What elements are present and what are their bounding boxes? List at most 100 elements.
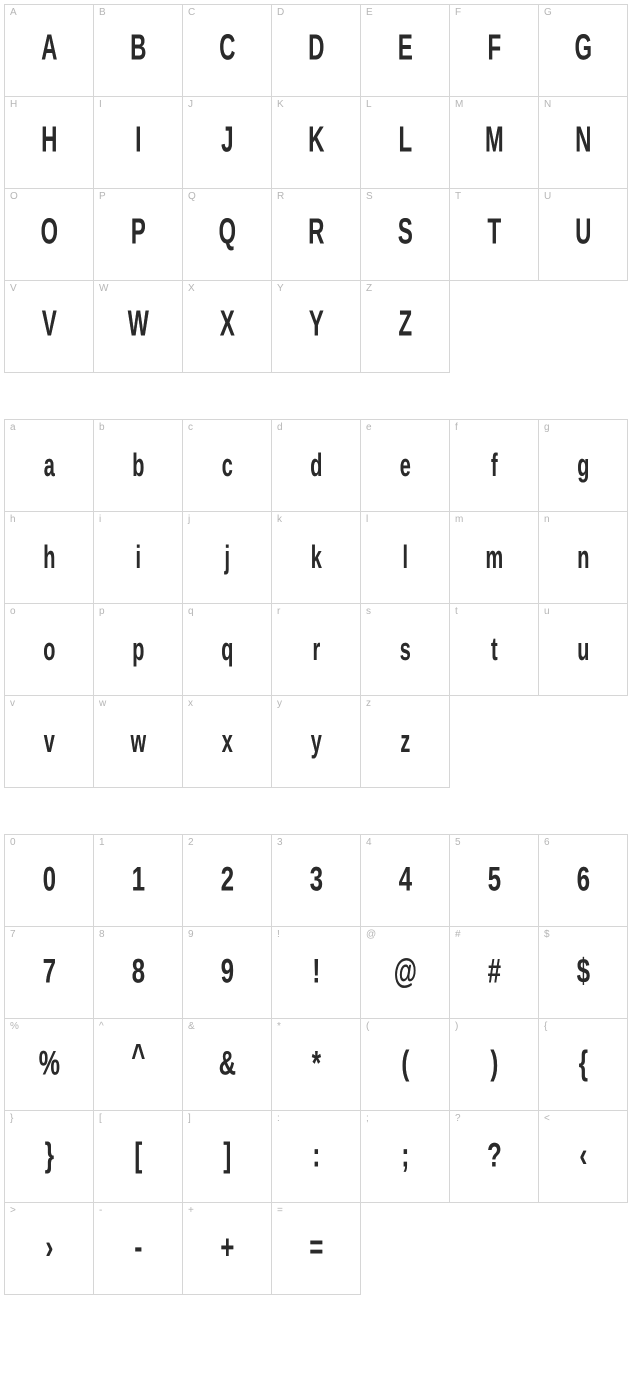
cell-glyph: : bbox=[312, 1136, 319, 1175]
cell-glyph: B bbox=[130, 26, 146, 68]
cell-key-label: O bbox=[10, 192, 18, 202]
cell-glyph: Y bbox=[309, 302, 323, 344]
cell-glyph: b bbox=[132, 446, 143, 483]
cell-glyph: u bbox=[577, 630, 588, 667]
charmap-cell: ZZ bbox=[361, 281, 450, 373]
cell-glyph: F bbox=[487, 26, 500, 68]
cell-glyph: j bbox=[225, 538, 230, 575]
cell-glyph: R bbox=[308, 210, 324, 252]
cell-key-label: 1 bbox=[99, 838, 105, 848]
cell-key-label: H bbox=[10, 100, 17, 110]
charmap-cell: kk bbox=[272, 512, 361, 604]
cell-glyph: g bbox=[577, 446, 588, 483]
cell-key-label: i bbox=[99, 515, 101, 525]
cell-glyph: n bbox=[577, 538, 588, 575]
cell-glyph: 4 bbox=[399, 860, 412, 899]
charmap-cell: !! bbox=[272, 927, 361, 1019]
cell-key-label: 4 bbox=[366, 838, 372, 848]
cell-glyph: [ bbox=[134, 1136, 141, 1175]
cell-key-label: & bbox=[188, 1022, 195, 1032]
cell-glyph: A bbox=[41, 26, 57, 68]
charmap-cell: qq bbox=[183, 604, 272, 696]
cell-key-label: # bbox=[455, 930, 461, 940]
cell-key-label: % bbox=[10, 1022, 19, 1032]
cell-key-label: D bbox=[277, 8, 284, 18]
cell-glyph: D bbox=[308, 26, 324, 68]
cell-glyph: e bbox=[400, 446, 410, 483]
cell-key-label: ) bbox=[455, 1022, 458, 1032]
charmap-cell: xx bbox=[183, 696, 272, 788]
charmap-cell: FF bbox=[450, 5, 539, 97]
cell-glyph: + bbox=[220, 1228, 233, 1267]
cell-key-label: ! bbox=[277, 930, 280, 940]
cell-glyph: v bbox=[44, 722, 54, 759]
charmap-cell-empty bbox=[539, 1203, 628, 1295]
cell-key-label: I bbox=[99, 100, 102, 110]
cell-key-label: < bbox=[544, 1114, 550, 1124]
cell-glyph: w bbox=[131, 722, 146, 759]
cell-glyph: o bbox=[43, 630, 54, 667]
cell-key-label: d bbox=[277, 423, 283, 433]
cell-glyph: J bbox=[221, 118, 233, 160]
cell-key-label: ^ bbox=[99, 1022, 104, 1032]
charmap-cell: jj bbox=[183, 512, 272, 604]
cell-key-label: ] bbox=[188, 1114, 191, 1124]
cell-glyph: 7 bbox=[43, 952, 56, 991]
cell-glyph: ) bbox=[490, 1044, 497, 1083]
charmap-cell: @@ bbox=[361, 927, 450, 1019]
cell-key-label: b bbox=[99, 423, 105, 433]
cell-glyph: T bbox=[487, 210, 500, 252]
cell-glyph: ? bbox=[487, 1136, 501, 1175]
cell-key-label: G bbox=[544, 8, 552, 18]
charmap-cell: aa bbox=[5, 420, 94, 512]
cell-key-label: a bbox=[10, 423, 16, 433]
charmap-cell: ;; bbox=[361, 1111, 450, 1203]
cell-glyph: a bbox=[44, 446, 54, 483]
cell-key-label: ( bbox=[366, 1022, 369, 1032]
cell-glyph: y bbox=[311, 722, 321, 759]
cell-glyph: G bbox=[575, 26, 592, 68]
cell-key-label: S bbox=[366, 192, 373, 202]
cell-key-label: q bbox=[188, 607, 194, 617]
charmap-cell: cc bbox=[183, 420, 272, 512]
cell-glyph: ^ bbox=[131, 1037, 144, 1076]
charmap-cell: EE bbox=[361, 5, 450, 97]
cell-key-label: t bbox=[455, 607, 458, 617]
cell-key-label: L bbox=[366, 100, 372, 110]
cell-glyph: ] bbox=[223, 1136, 230, 1175]
charmap-cell: pp bbox=[94, 604, 183, 696]
cell-key-label: 2 bbox=[188, 838, 194, 848]
cell-glyph: # bbox=[488, 952, 501, 991]
cell-key-label: z bbox=[366, 699, 371, 709]
cell-glyph: t bbox=[491, 630, 497, 667]
charmap-cell: ++ bbox=[183, 1203, 272, 1295]
charmap-cell: yy bbox=[272, 696, 361, 788]
charmap-section-digits-symbols: 00112233445566778899!!@@##$$%%^^&&**(())… bbox=[4, 834, 636, 1295]
cell-key-label: m bbox=[455, 515, 463, 525]
cell-key-label: * bbox=[277, 1022, 281, 1032]
cell-glyph: 1 bbox=[132, 860, 145, 899]
charmap-cell: {{ bbox=[539, 1019, 628, 1111]
charmap-cell: %% bbox=[5, 1019, 94, 1111]
charmap-cell: $$ bbox=[539, 927, 628, 1019]
cell-glyph: E bbox=[398, 26, 412, 68]
cell-glyph: $ bbox=[577, 952, 590, 991]
cell-glyph: l bbox=[403, 538, 408, 575]
cell-key-label: B bbox=[99, 8, 106, 18]
charmap-cell: == bbox=[272, 1203, 361, 1295]
charmap-cell: MM bbox=[450, 97, 539, 189]
cell-glyph: H bbox=[41, 118, 57, 160]
charmap-cell: 77 bbox=[5, 927, 94, 1019]
charmap-cell: uu bbox=[539, 604, 628, 696]
cell-key-label: l bbox=[366, 515, 368, 525]
cell-key-label: X bbox=[188, 284, 195, 294]
charmap-cell: dd bbox=[272, 420, 361, 512]
charmap-cell: ii bbox=[94, 512, 183, 604]
charmap-cell: XX bbox=[183, 281, 272, 373]
cell-key-label: $ bbox=[544, 930, 550, 940]
cell-key-label: j bbox=[188, 515, 190, 525]
cell-glyph: { bbox=[579, 1044, 588, 1083]
charmap-grid: 00112233445566778899!!@@##$$%%^^&&**(())… bbox=[4, 834, 628, 1295]
charmap-cell: mm bbox=[450, 512, 539, 604]
cell-glyph: I bbox=[135, 118, 141, 160]
